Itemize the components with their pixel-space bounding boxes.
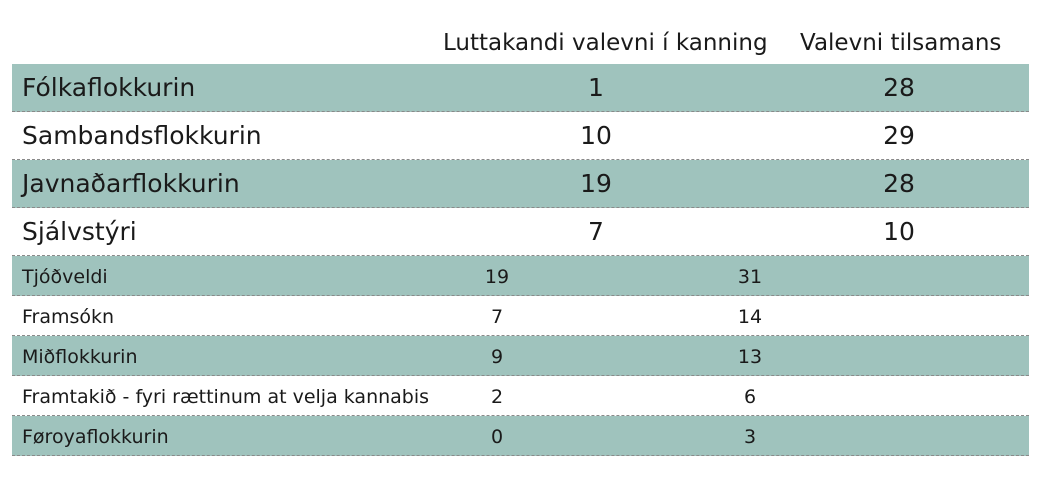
- party-name: Fólkaflokkurin: [22, 73, 196, 102]
- total-count: 31: [737, 266, 763, 288]
- table-row: Sjálvstýri 7 10: [12, 208, 1029, 256]
- participating-count: 9: [490, 346, 504, 368]
- table-header: Luttakandi valevni í kanning Valevni til…: [0, 22, 1055, 64]
- total-count: 10: [883, 217, 915, 246]
- total-count: 13: [737, 346, 763, 368]
- table-row: Føroyaflokkurin 0 3: [12, 416, 1029, 456]
- total-count: 6: [743, 386, 757, 408]
- table-row: Fólkaflokkurin 1 28: [12, 64, 1029, 112]
- table-row: Sambandsflokkurin 10 29: [12, 112, 1029, 160]
- total-count: 14: [737, 306, 763, 328]
- table-row: Tjóðveldi 19 31: [12, 256, 1029, 296]
- participating-count: 19: [580, 169, 612, 198]
- table-row: Miðflokkurin 9 13: [12, 336, 1029, 376]
- participating-count: 19: [484, 266, 510, 288]
- participating-count: 2: [490, 386, 504, 408]
- party-name: Tjóðveldi: [22, 266, 108, 288]
- header-total-candidates: Valevni tilsamans: [800, 30, 1002, 56]
- header-participating-candidates: Luttakandi valevni í kanning: [443, 30, 768, 56]
- party-name: Sambandsflokkurin: [22, 121, 262, 150]
- party-table: Fólkaflokkurin 1 28 Sambandsflokkurin 10…: [12, 64, 1029, 456]
- total-count: 3: [743, 426, 757, 448]
- party-name: Framtakið - fyri rættinum at velja kanna…: [22, 386, 430, 408]
- participating-count: 7: [588, 217, 604, 246]
- participating-count: 1: [588, 73, 604, 102]
- table-row: Framsókn 7 14: [12, 296, 1029, 336]
- total-count: 28: [883, 73, 915, 102]
- total-count: 29: [883, 121, 915, 150]
- party-name: Føroyaflokkurin: [22, 426, 169, 448]
- table-row: Javnaðarflokkurin 19 28: [12, 160, 1029, 208]
- participating-count: 7: [490, 306, 504, 328]
- party-name: Javnaðarflokkurin: [22, 169, 240, 198]
- total-count: 28: [883, 169, 915, 198]
- party-name: Miðflokkurin: [22, 346, 138, 368]
- participating-count: 10: [580, 121, 612, 150]
- participating-count: 0: [490, 426, 504, 448]
- table-row: Framtakið - fyri rættinum at velja kanna…: [12, 376, 1029, 416]
- party-name: Sjálvstýri: [22, 217, 137, 246]
- party-name: Framsókn: [22, 306, 115, 328]
